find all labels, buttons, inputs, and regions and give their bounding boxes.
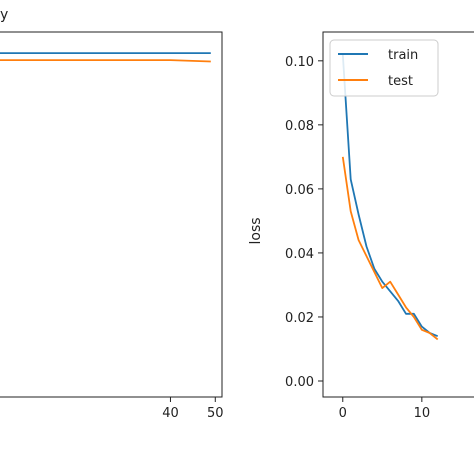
- accuracy-series-group: [0, 52, 211, 63]
- accuracy-chart: y 40 50: [0, 7, 224, 421]
- loss-plot-frame: [322, 31, 474, 398]
- series-line-test: [341, 156, 439, 341]
- loss-series-group: [341, 54, 439, 341]
- loss-legend: train test: [329, 39, 439, 97]
- x-tick-label: 50: [207, 406, 224, 421]
- x-tick-label: 10: [414, 406, 431, 421]
- series-line-train: [341, 54, 439, 338]
- y-tick-label: 0.06: [285, 183, 314, 198]
- y-tick-label: 0.04: [285, 247, 314, 262]
- legend-label-test: test: [388, 74, 413, 89]
- loss-y-ticks: 0.00 0.02 0.04 0.06 0.08 0.10: [285, 55, 323, 390]
- accuracy-x-ticks: 40 50: [162, 397, 224, 421]
- loss-y-axis-label: loss: [248, 217, 264, 244]
- x-tick-label: 0: [339, 406, 347, 421]
- loss-x-ticks: 0 10: [339, 397, 430, 421]
- legend-label-train: train: [388, 48, 418, 63]
- y-tick-label: 0.02: [285, 311, 314, 326]
- accuracy-title-fragment: y: [0, 7, 8, 23]
- loss-chart: loss 0.00 0.02 0.04 0.06 0.08 0.10 0 10 train …: [248, 31, 474, 421]
- y-tick-label: 0.08: [285, 119, 314, 134]
- series-line-series-1: [0, 59, 211, 63]
- accuracy-plot-frame: [0, 31, 223, 398]
- legend-box: [329, 39, 439, 97]
- y-tick-label: 0.10: [285, 55, 314, 70]
- y-tick-label: 0.00: [285, 375, 314, 390]
- x-tick-label: 40: [162, 406, 179, 421]
